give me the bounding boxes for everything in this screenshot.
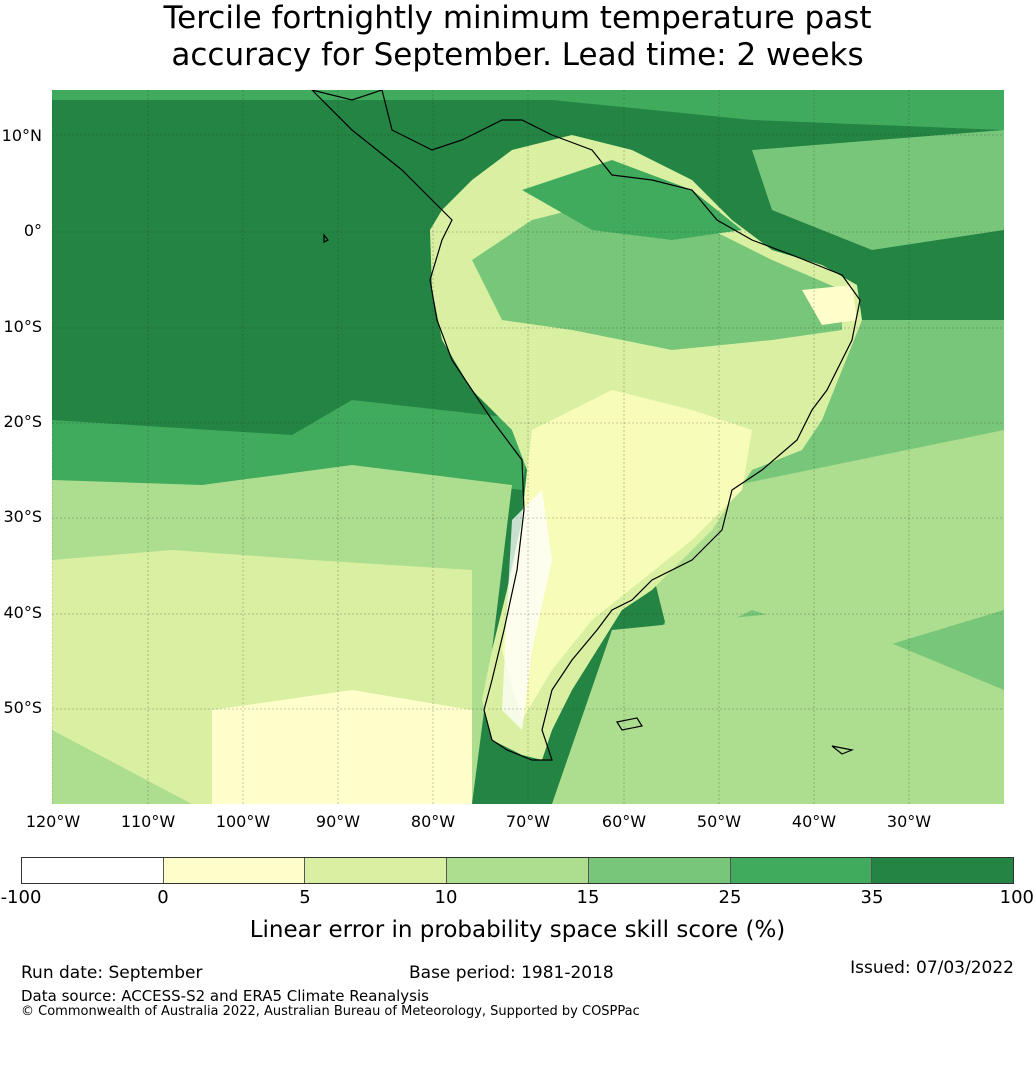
ocean-zone-north-atlantic: [752, 130, 1004, 250]
issued-date: Issued: 07/03/2022: [850, 958, 1014, 978]
land-andes-pale: [502, 490, 552, 730]
lat-label-10s: 10°S: [3, 317, 42, 336]
lon-label-50w: 50°W: [696, 812, 742, 831]
lon-label-90w: 90°W: [315, 812, 361, 831]
land-northeast-pale: [802, 285, 857, 325]
lon-label-40w: 40°W: [791, 812, 837, 831]
lat-label-20s: 20°S: [3, 412, 42, 431]
colorbar-tick-100: 100: [999, 887, 1034, 908]
ocean-zone-south-west-pale: [212, 690, 472, 804]
title-line-1: Tercile fortnightly minimum temperature …: [163, 0, 872, 36]
colorbar-segment-15-25: [588, 858, 731, 883]
run-date: Run date: September: [21, 963, 203, 983]
colorbar-tick-5: 5: [299, 887, 311, 908]
lon-label-110w: 110°W: [120, 812, 176, 831]
colorbar-tick-neg100: -100: [0, 887, 42, 908]
lat-label-0: 0°: [23, 221, 42, 240]
ocean-zone-moderate: [52, 400, 532, 490]
colorbar-label: Linear error in probability space skill …: [249, 917, 786, 943]
colorbar-tick-25: 25: [718, 887, 742, 908]
lon-label-120w: 120°W: [25, 812, 81, 831]
falkland-islands: [616, 717, 643, 731]
lon-label-60w: 60°W: [601, 812, 647, 831]
colorbar-segment-35-100: [872, 858, 1014, 883]
lat-label-40s: 40°S: [3, 603, 42, 622]
colorbar-segment-5-10: [305, 858, 448, 883]
land-north-zone: [522, 160, 742, 240]
south-georgia: [831, 745, 855, 755]
colorbar-segment-neg100-0: [22, 858, 164, 883]
colorbar-tick-35: 35: [860, 887, 884, 908]
lat-label-50s: 50°S: [3, 698, 42, 717]
colorbar-segment-0-5: [163, 858, 306, 883]
lon-label-100w: 100°W: [215, 812, 271, 831]
skill-map: [52, 90, 1004, 804]
map-title: Tercile fortnightly minimum temperature …: [0, 0, 1035, 74]
copyright: © Commonwealth of Australia 2022, Austra…: [21, 1004, 640, 1019]
ocean-zone-south-atlantic: [552, 610, 1004, 804]
colorbar-segment-25-35: [730, 858, 873, 883]
title-line-2: accuracy for September. Lead time: 2 wee…: [171, 37, 864, 73]
land-amazon-zone: [472, 200, 842, 350]
ocean-zone-north-west: [52, 90, 1004, 130]
colorbar-tick-10: 10: [434, 887, 458, 908]
land-interior-pale: [502, 390, 752, 720]
gridlines: [52, 90, 1004, 804]
colorbar-segment-10-15: [447, 858, 589, 883]
colorbar: [21, 857, 1014, 884]
lon-label-30w: 30°W: [886, 812, 932, 831]
galapagos: [323, 233, 329, 243]
coastline: [311, 90, 861, 761]
colorbar-tick-0: 0: [157, 887, 169, 908]
data-source: Data source: ACCESS-S2 and ERA5 Climate …: [21, 987, 429, 1005]
colorbar-tick-15: 15: [576, 887, 600, 908]
lat-label-10n: 10°N: [1, 126, 42, 145]
lon-label-70w: 70°W: [505, 812, 551, 831]
lon-label-80w: 80°W: [410, 812, 456, 831]
base-period: Base period: 1981-2018: [409, 963, 614, 983]
lat-label-30s: 30°S: [3, 507, 42, 526]
